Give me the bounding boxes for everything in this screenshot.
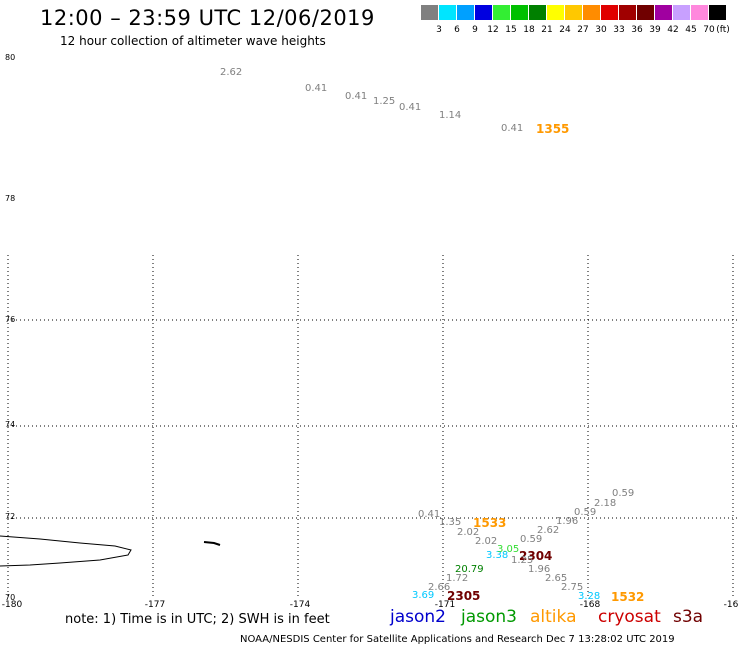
wave-height-label: 1.96: [528, 564, 551, 575]
satellite-legend-cryosat: cryosat: [598, 607, 661, 627]
color-swatch: [655, 5, 672, 20]
color-scale-label: 39: [649, 25, 661, 35]
wave-height-label: 1355: [536, 122, 570, 136]
wave-height-label: 0.41: [345, 91, 368, 102]
wave-height-label: 1.25: [373, 96, 396, 107]
wave-height-label: 1533: [473, 516, 507, 530]
color-swatch: [529, 5, 546, 20]
wave-height-label: 2.66: [428, 582, 451, 593]
credit-line: NOAA/NESDIS Center for Satellite Applica…: [240, 634, 675, 645]
wave-height-label: 2.02: [457, 527, 480, 538]
color-swatch: [709, 5, 726, 20]
coastline-island: [203, 541, 221, 546]
color-scale-label: 42: [667, 25, 679, 35]
color-swatch: [673, 5, 690, 20]
satellite-legend-altika: altika: [530, 607, 577, 627]
footer-note: note: 1) Time is in UTC; 2) SWH is in fe…: [65, 612, 330, 627]
color-scale-label: 15: [505, 25, 517, 35]
color-swatch: [457, 5, 474, 20]
color-swatch: [691, 5, 708, 20]
wave-height-label: 0.59: [574, 507, 597, 518]
wave-height-label: 1.72: [446, 573, 469, 584]
color-swatch: [547, 5, 564, 20]
color-swatch: [475, 5, 492, 20]
color-swatch: [637, 5, 654, 20]
color-scale-label: 24: [559, 25, 571, 35]
color-scale-label: 30: [595, 25, 607, 35]
coastline-siberia: [0, 535, 132, 567]
longitude-label: -177: [144, 600, 166, 610]
longitude-label: -174: [289, 600, 311, 610]
color-scale-unit: (ft): [716, 25, 730, 35]
wave-height-label: 2.65: [545, 573, 568, 584]
wave-height-label: 1.35: [439, 517, 462, 528]
wave-height-label: 2.62: [220, 67, 243, 78]
longitude-label: -16: [723, 600, 739, 610]
satellite-legend-jason3: jason3: [461, 607, 517, 627]
map-subtitle: 12 hour collection of altimeter wave hei…: [60, 34, 326, 48]
wave-height-label: 3.38: [486, 550, 509, 561]
wave-height-label: 2.18: [594, 498, 617, 509]
longitude-label: -180: [1, 600, 23, 610]
wave-height-label: 3.05: [497, 544, 520, 555]
color-scale-label: 36: [631, 25, 643, 35]
wave-height-label: 0.59: [612, 488, 635, 499]
color-swatch: [511, 5, 528, 20]
color-swatch: [619, 5, 636, 20]
color-scale-label: 3: [436, 25, 442, 35]
color-scale-label: 33: [613, 25, 625, 35]
wave-height-label: 0.41: [305, 83, 328, 94]
wave-height-label: 1532: [611, 590, 645, 604]
wave-height-label: 20.79: [455, 564, 484, 575]
latitude-label: 74: [5, 420, 16, 429]
color-scale-label: 45: [685, 25, 697, 35]
color-scale-label: 70: [703, 25, 715, 35]
color-swatch: [439, 5, 456, 20]
color-scale-label: 18: [523, 25, 535, 35]
color-scale-label: 21: [541, 25, 553, 35]
color-swatch: [601, 5, 618, 20]
map-title: 12:00 – 23:59 UTC 12/06/2019: [40, 6, 375, 30]
wave-height-label: 0.41: [501, 123, 524, 134]
wave-height-label: 0.59: [520, 534, 543, 545]
wave-height-label: 2.02: [475, 536, 498, 547]
color-swatch: [421, 5, 438, 20]
latitude-label: 80: [5, 53, 16, 62]
wave-height-label: 0.41: [399, 102, 422, 113]
color-swatch: [565, 5, 582, 20]
wave-height-label: 1.14: [439, 110, 462, 121]
longitude-label: -168: [579, 600, 601, 610]
latitude-label: 72: [5, 512, 16, 521]
wave-height-label: 3.28: [578, 591, 601, 602]
color-swatch: [493, 5, 510, 20]
color-scale-label: 6: [454, 25, 460, 35]
wave-height-label: 0.41: [418, 509, 441, 520]
satellite-legend-s3a: s3a: [673, 607, 704, 627]
wave-height-label: 2.62: [537, 525, 560, 536]
wave-height-label: 1.96: [556, 516, 579, 527]
latitude-label: 76: [5, 315, 16, 324]
wave-height-label: 2305: [447, 589, 481, 603]
color-swatch: [583, 5, 600, 20]
color-scale-label: 27: [577, 25, 589, 35]
latitude-label: 70: [5, 593, 16, 602]
wave-height-label: 2.75: [561, 582, 584, 593]
satellite-legend-jason2: jason2: [390, 607, 446, 627]
wave-height-label: 1.25: [511, 555, 534, 566]
color-scale-label: 9: [472, 25, 478, 35]
latitude-label: 78: [5, 194, 16, 203]
graticule: [7, 255, 738, 598]
wave-height-label: 2304: [519, 549, 553, 563]
wave-height-label: 3.69: [412, 590, 435, 601]
color-scale-label: 12: [487, 25, 499, 35]
longitude-label: -171: [434, 600, 456, 610]
